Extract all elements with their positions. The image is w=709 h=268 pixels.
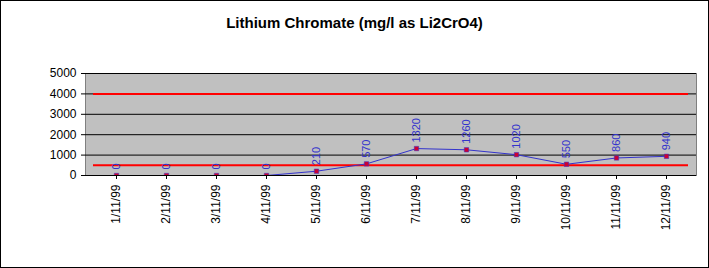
svg-text:1020: 1020: [510, 124, 522, 148]
svg-text:6/11/99: 6/11/99: [359, 184, 373, 223]
svg-text:5000: 5000: [50, 66, 77, 80]
svg-text:940: 940: [660, 132, 672, 150]
svg-text:4000: 4000: [50, 87, 77, 101]
svg-text:0: 0: [260, 163, 272, 169]
svg-text:8/11/99: 8/11/99: [459, 184, 473, 223]
svg-text:3/11/99: 3/11/99: [209, 184, 223, 223]
svg-text:2/11/99: 2/11/99: [159, 184, 173, 223]
html-text:Lithium Chromate (mg/l as Li2C: Lithium Chromate (mg/l as Li2CrO4): [226, 14, 483, 31]
svg-text:10/11/99: 10/11/99: [559, 184, 573, 230]
svg-text:570: 570: [360, 140, 372, 158]
svg-text:210: 210: [310, 147, 322, 165]
svg-text:7/11/99: 7/11/99: [409, 184, 423, 223]
svg-text:2000: 2000: [50, 128, 77, 142]
svg-text:1260: 1260: [460, 119, 472, 143]
svg-text:4/11/99: 4/11/99: [259, 184, 273, 223]
svg-text:11/11/99: 11/11/99: [609, 184, 623, 229]
svg-text:0: 0: [160, 163, 172, 169]
svg-text:1/11/99: 1/11/99: [109, 184, 123, 223]
svg-text:550: 550: [560, 140, 572, 158]
svg-text:12/11/99: 12/11/99: [659, 184, 673, 230]
svg-text:5/11/99: 5/11/99: [309, 184, 323, 223]
svg-text:0: 0: [70, 168, 77, 182]
svg-text:9/11/99: 9/11/99: [509, 184, 523, 223]
svg-text:0: 0: [210, 163, 222, 169]
svg-text:3000: 3000: [50, 107, 77, 121]
svg-text:1320: 1320: [410, 118, 422, 142]
svg-text:860: 860: [610, 134, 622, 152]
svg-text:0: 0: [110, 163, 122, 169]
svg-text:1000: 1000: [50, 148, 77, 162]
